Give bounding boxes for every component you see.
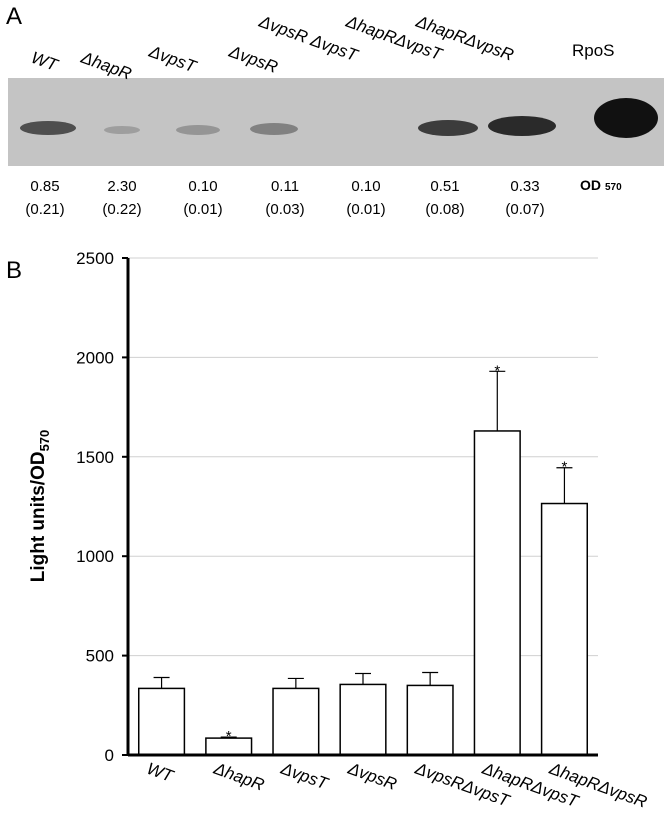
blot-band	[418, 120, 478, 136]
y-axis-label-sub: 570	[37, 430, 52, 452]
lane-label: WT	[29, 48, 62, 75]
bar	[137, 687, 186, 756]
x-tick-label: ΔvpsT	[278, 759, 332, 794]
od-error: (0.21)	[25, 201, 64, 218]
od-error: (0.01)	[346, 201, 385, 218]
y-axis-label-text: Light units/OD	[28, 451, 49, 582]
blot-band	[104, 126, 140, 134]
od-value: 0.85	[30, 178, 59, 195]
y-tick-label: 2000	[76, 348, 114, 367]
y-tick-label: 0	[105, 746, 114, 765]
od-label-sub: 570	[605, 182, 622, 193]
bar	[406, 684, 454, 756]
significance-mark: *	[226, 728, 232, 745]
error-bar	[220, 736, 237, 739]
panel-letter: A	[6, 3, 22, 30]
panel-letter: B	[6, 257, 22, 284]
error-bar	[422, 671, 439, 686]
bar	[272, 687, 320, 756]
od-value: 2.30	[107, 178, 136, 195]
bar	[540, 502, 589, 756]
blot-band	[488, 116, 556, 136]
blot-band	[250, 123, 298, 135]
significance-mark: *	[562, 459, 568, 476]
od-value: 0.10	[188, 178, 217, 195]
y-tick-label: 1000	[76, 547, 114, 566]
od-error: (0.01)	[183, 201, 222, 218]
od-error: (0.22)	[102, 201, 141, 218]
lane-label: RpoS	[572, 41, 615, 60]
blot	[8, 78, 664, 166]
blot-band	[594, 98, 658, 138]
lane-label: ΔvpsT	[146, 42, 200, 77]
error-bar	[489, 370, 506, 431]
lane-label: ΔvpsR	[226, 42, 281, 77]
blot-band	[20, 121, 76, 135]
error-bar	[153, 676, 170, 689]
x-tick-label: ΔvpsR	[345, 759, 400, 794]
od-value: 0.10	[351, 178, 380, 195]
error-bar	[287, 677, 304, 689]
od-label-text: OD	[580, 177, 601, 193]
y-axis-label: Light units/OD570	[28, 430, 52, 583]
od-label: OD 570	[580, 177, 622, 193]
bar	[473, 430, 521, 756]
od-value: 0.51	[430, 178, 459, 195]
od-error: (0.07)	[505, 201, 544, 218]
od-value: 0.11	[271, 178, 299, 195]
od-error: (0.03)	[265, 201, 304, 218]
od-value: 0.33	[510, 178, 539, 195]
blot-membrane	[8, 78, 664, 166]
od-error: (0.08)	[425, 201, 464, 218]
y-tick-label: 500	[86, 647, 114, 666]
blot-band	[176, 125, 220, 135]
x-tick-label: ΔhapR	[210, 759, 266, 795]
error-bar	[556, 467, 573, 504]
y-tick-label: 2500	[76, 249, 114, 268]
significance-mark: *	[494, 362, 500, 379]
error-bar	[355, 672, 371, 685]
bar	[339, 683, 387, 756]
y-tick-label: 1500	[76, 448, 114, 467]
x-tick-label: WT	[144, 759, 177, 786]
